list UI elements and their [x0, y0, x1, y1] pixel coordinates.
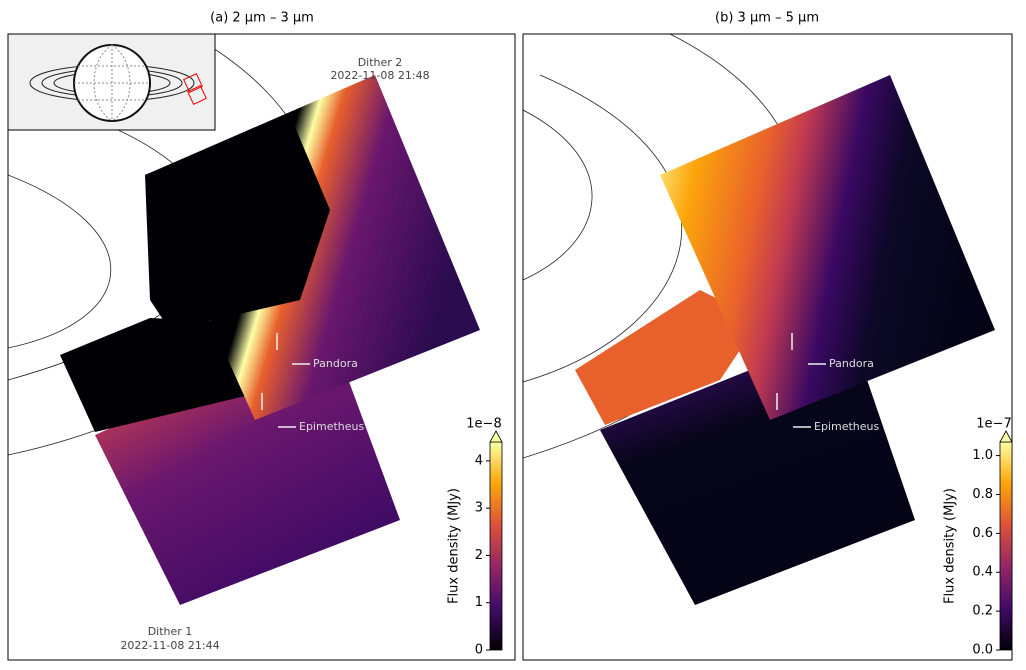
- colorbar-tick-label: 0: [475, 643, 483, 658]
- colorbar-extend: [1000, 431, 1012, 442]
- annotation: 2022-11-08 21:48: [330, 69, 429, 82]
- annotation: 2022-11-08 21:44: [120, 639, 219, 652]
- colorbar-tick-label: 1: [475, 595, 483, 610]
- colorbar-label: Flux density (MJy): [943, 488, 958, 604]
- colorbar-tick-label: 3: [475, 501, 483, 516]
- annotation: Dither 1: [148, 625, 193, 638]
- ring: [523, 110, 592, 280]
- colorbar-offset: 1e−8: [466, 417, 501, 432]
- ring: [8, 175, 111, 348]
- inset: [8, 34, 215, 130]
- colorbar: [1000, 442, 1012, 650]
- panel-title: (a) 2 µm – 3 µm: [210, 11, 314, 26]
- panel-b: (b) 3 µm – 5 µm Pandora Epimetheus: [523, 11, 1012, 661]
- moon-label: Pandora: [313, 357, 358, 370]
- colorbar-extend: [490, 431, 502, 442]
- colorbar-tick-label: 0.0: [972, 643, 993, 658]
- colorbar-tick-label: 0.2: [972, 604, 993, 619]
- moon-label: Pandora: [829, 357, 874, 370]
- colorbar-tick-label: 0.8: [972, 487, 993, 502]
- annotation: Dither 2: [358, 56, 403, 69]
- figure: (a) 2 µm – 3 µm Dither 2 2022-11-08 21:4…: [0, 0, 1026, 666]
- panel-a: (a) 2 µm – 3 µm Dither 2 2022-11-08 21:4…: [8, 11, 515, 661]
- panel-title: (b) 3 µm – 5 µm: [715, 11, 819, 26]
- colorbar-tick-label: 1.0: [972, 448, 993, 463]
- colorbar-offset: 1e−7: [976, 417, 1011, 432]
- colorbar-label: Flux density (MJy): [447, 488, 462, 604]
- panel-b-image: [523, 34, 995, 605]
- colorbar-tick-label: 2: [475, 548, 483, 563]
- colorbar-tick-label: 0.6: [972, 526, 993, 541]
- colorbar-tick-label: 0.4: [972, 565, 993, 580]
- moon-label: Epimetheus: [299, 420, 364, 433]
- colorbar-tick-label: 4: [475, 453, 483, 468]
- colorbar: [490, 442, 502, 650]
- moon-label: Epimetheus: [814, 420, 879, 433]
